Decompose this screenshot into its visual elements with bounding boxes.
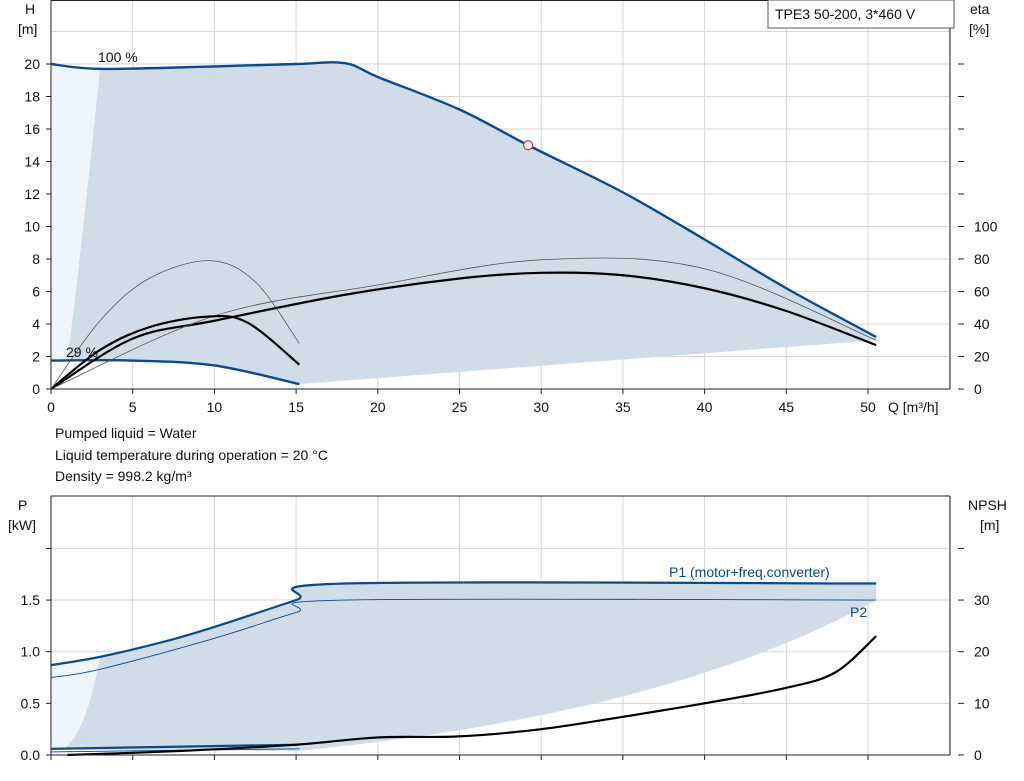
y-tick-label: 0.5 [21, 695, 41, 711]
x-tick-label: 10 [207, 399, 223, 415]
series-eta-100-pump-motor- [50, 271, 877, 390]
y-axis-label: [kW] [8, 517, 36, 533]
x-axis-label: Q [m³/h] [888, 399, 939, 415]
y-tick-label: 10 [24, 219, 40, 235]
y-tick-label: 6 [32, 284, 40, 300]
legend-p2: P2 [850, 604, 867, 620]
annotation-100: 100 % [98, 49, 138, 65]
y-tick-label: 14 [24, 154, 40, 170]
light-region [51, 64, 101, 361]
legend-p1: P1 (motor+freq.converter) [669, 564, 830, 580]
annotation-29: 29 % [66, 344, 98, 360]
y-axis-label: H [25, 1, 35, 17]
y2-tick-label: 80 [974, 251, 990, 267]
x-tick-label: 35 [615, 399, 631, 415]
y2-tick-label: 40 [974, 316, 990, 332]
note-temperature: Liquid temperature during operation = 20… [55, 447, 328, 463]
y-tick-label: 2 [32, 349, 40, 365]
series-npsh [67, 635, 877, 757]
y2-tick-label: 30 [974, 592, 990, 608]
series-h-100- [50, 61, 877, 339]
y2-tick-label: 10 [974, 695, 990, 711]
x-tick-label: 5 [129, 399, 137, 415]
operating-point [523, 140, 534, 151]
y-tick-label: 0.0 [21, 747, 41, 763]
y2-tick-label: 0 [974, 381, 982, 397]
y2-axis-label: [%] [969, 21, 989, 37]
note-density: Density = 998.2 kg/m³ [55, 468, 192, 484]
x-tick-label: 45 [779, 399, 795, 415]
note-liquid: Pumped liquid = Water [55, 425, 197, 441]
y-axis-label: [m] [18, 21, 37, 37]
x-tick-label: 0 [47, 399, 55, 415]
y-tick-label: 16 [24, 121, 40, 137]
x-tick-label: 50 [860, 399, 876, 415]
x-tick-label: 15 [288, 399, 304, 415]
y-tick-label: 20 [24, 56, 40, 72]
y-tick-label: 4 [32, 316, 40, 332]
x-tick-label: 40 [697, 399, 713, 415]
head-efficiency-chart: 0 2 4 6 8 10 12 14 16 18 20 0 5 10 15 20 25 30 35 40 45 50 0 20… [18, 0, 998, 415]
x-tick-label: 30 [533, 399, 549, 415]
chart-title: TPE3 50-200, 3*460 V [775, 6, 916, 22]
series-eta-100-pump- [50, 257, 877, 390]
y-tick-label: 18 [24, 89, 40, 105]
light-region [51, 656, 101, 750]
operating-range-region [51, 62, 877, 385]
y-tick-label: 1.0 [21, 644, 41, 660]
y-tick-label: 0 [32, 381, 40, 397]
power-npsh-chart: 0.0 0.5 1.0 1.5 0 10 20 30 P [kW] NPSH [m] [8, 495, 1007, 763]
title-box [767, 0, 955, 29]
y2-tick-label: 60 [974, 284, 990, 300]
y-tick-label: 8 [32, 251, 40, 267]
y2-tick-label: 100 [974, 219, 998, 235]
y2-axis-label: NPSH [968, 497, 1007, 513]
series-p2-100- [50, 598, 877, 678]
series-eta-29-pump-motor- [50, 314, 301, 390]
y-tick-label: 1.5 [21, 592, 41, 608]
y2-axis-label: [m] [980, 517, 999, 533]
y2-tick-label: 0 [974, 747, 982, 763]
y-axis-label: P [18, 497, 27, 513]
series-p1-100- [50, 581, 877, 667]
y-tick-label: 12 [24, 186, 40, 202]
x-tick-label: 20 [370, 399, 386, 415]
y2-tick-label: 20 [974, 349, 990, 365]
operating-range-region [59, 582, 877, 751]
y2-tick-label: 20 [974, 644, 990, 660]
x-tick-label: 25 [452, 399, 468, 415]
series-eta-29-pump- [50, 260, 300, 390]
y2-axis-label: eta [970, 1, 990, 17]
